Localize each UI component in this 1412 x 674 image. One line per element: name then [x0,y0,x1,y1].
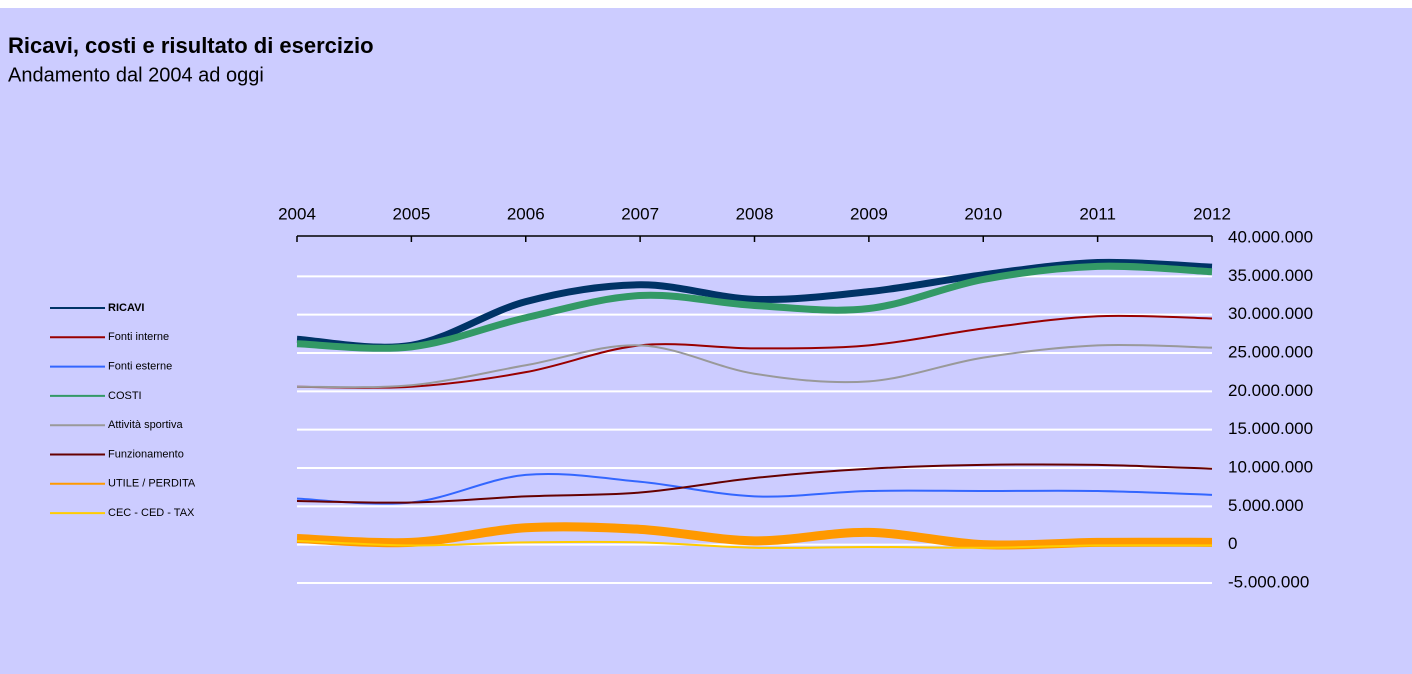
legend-label: UTILE / PERDITA [108,478,196,490]
series-line [296,463,1213,504]
x-tick-label: 2012 [1193,204,1231,223]
y-tick-label: 0 [1228,534,1237,553]
x-tick-label: 2005 [392,204,430,223]
y-tick-label: 40.000.000 [1228,227,1313,246]
y-tick-label: -5.000.000 [1228,572,1309,591]
y-tick-label: 10.000.000 [1228,457,1313,476]
legend-label: Funzionamento [108,448,184,460]
chart-subtitle: Andamento dal 2004 ad oggi [8,64,264,86]
x-tick-label: 2011 [1079,204,1116,223]
series-line [296,472,1213,505]
series-line [296,262,1213,352]
x-tick-label: 2004 [278,204,316,223]
series-line [296,343,1213,389]
series-line [296,314,1213,389]
legend-label: Attività sportiva [108,419,183,431]
legend-label: RICAVI [108,302,144,314]
series-line [296,539,1213,549]
legend-label: Fonti interne [108,331,169,343]
chart-title: Ricavi, costi e risultato di esercizio [8,33,374,58]
y-tick-label: 25.000.000 [1228,342,1313,361]
series-line [296,522,1213,550]
y-tick-label: 5.000.000 [1228,496,1304,515]
legend-label: COSTI [108,390,142,402]
y-tick-label: 15.000.000 [1228,419,1313,438]
series-line [296,258,1213,351]
x-tick-label: 2007 [621,204,659,223]
background [0,8,1412,674]
x-tick-label: 2008 [736,204,774,223]
legend-label: CEC - CED - TAX [108,507,195,519]
y-tick-label: 35.000.000 [1228,266,1313,285]
x-tick-label: 2010 [964,204,1002,223]
legend-label: Fonti esterne [108,361,172,373]
x-tick-label: 2006 [507,204,545,223]
y-tick-label: 30.000.000 [1228,304,1313,323]
x-tick-label: 2009 [850,204,888,223]
y-tick-label: 20.000.000 [1228,381,1313,400]
